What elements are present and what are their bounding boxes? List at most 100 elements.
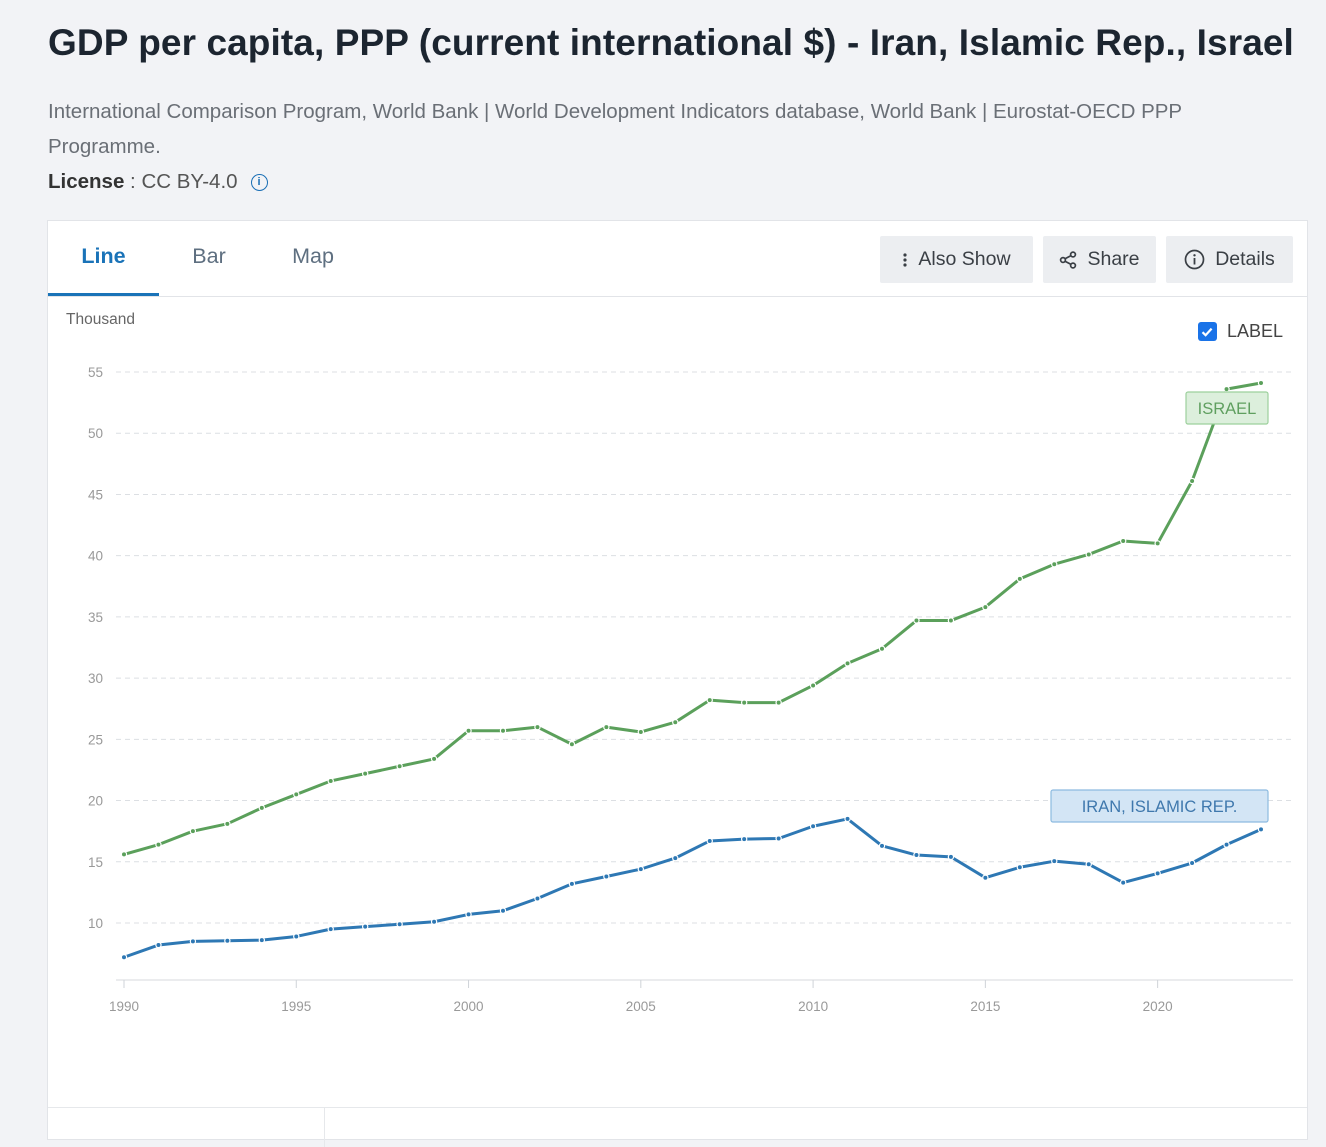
data-point[interactable]	[878, 645, 886, 652]
data-point[interactable]	[1119, 537, 1127, 545]
y-axis-unit: Thousand	[66, 311, 135, 328]
data-point[interactable]	[361, 770, 369, 777]
data-point[interactable]	[293, 791, 300, 798]
y-tick-label: 25	[88, 732, 103, 747]
x-tick-label: 2020	[1143, 999, 1173, 1014]
x-tick-label: 1995	[281, 999, 311, 1014]
data-point[interactable]	[775, 699, 782, 706]
data-point[interactable]	[947, 853, 955, 861]
data-point[interactable]	[499, 907, 507, 914]
series-label-text: IRAN, ISLAMIC REP.	[1082, 798, 1238, 816]
data-point[interactable]	[327, 777, 334, 785]
data-point[interactable]	[534, 895, 541, 902]
data-point[interactable]	[809, 823, 817, 830]
share-label: Share	[1087, 248, 1140, 270]
license-value: CC BY-4.0	[141, 170, 238, 193]
data-point[interactable]	[603, 873, 610, 880]
data-point[interactable]	[982, 874, 989, 881]
data-point[interactable]	[1154, 540, 1161, 547]
details-button[interactable]: Details	[1166, 236, 1293, 283]
label-toggle[interactable]: LABEL	[1197, 321, 1283, 342]
data-point[interactable]	[1188, 477, 1196, 485]
also-show-button[interactable]: Also Show	[880, 236, 1033, 283]
data-point[interactable]	[982, 603, 989, 611]
x-tick-label: 1990	[109, 999, 139, 1014]
data-point[interactable]	[740, 699, 748, 706]
data-point[interactable]	[672, 854, 679, 862]
data-point[interactable]	[1223, 841, 1230, 848]
data-point[interactable]	[568, 880, 576, 888]
series-label: IRAN, ISLAMIC REP.	[1050, 789, 1269, 823]
series-line	[123, 817, 1262, 959]
data-point[interactable]	[1154, 870, 1161, 877]
data-point[interactable]	[499, 727, 507, 734]
data-point[interactable]	[913, 851, 920, 859]
data-point[interactable]	[1016, 864, 1024, 871]
data-point[interactable]	[120, 851, 128, 858]
info-icon[interactable]: i	[250, 173, 268, 191]
data-point[interactable]	[361, 923, 369, 930]
data-point[interactable]	[224, 937, 231, 944]
details-label: Details	[1215, 248, 1275, 270]
data-point[interactable]	[396, 921, 403, 928]
data-point[interactable]	[878, 842, 886, 850]
data-point[interactable]	[706, 696, 713, 704]
data-point[interactable]	[189, 938, 197, 945]
data-point[interactable]	[603, 723, 610, 731]
data-point[interactable]	[396, 763, 403, 770]
x-tick-label: 2015	[970, 999, 1000, 1014]
data-point[interactable]	[1223, 385, 1230, 393]
data-point[interactable]	[637, 865, 645, 873]
data-point[interactable]	[568, 741, 576, 748]
data-point[interactable]	[1257, 379, 1265, 387]
share-button[interactable]: Share	[1043, 236, 1156, 283]
data-point[interactable]	[155, 941, 162, 949]
tab-map[interactable]: Map	[292, 244, 334, 268]
data-point[interactable]	[430, 755, 438, 763]
data-point[interactable]	[1085, 861, 1092, 868]
data-point[interactable]	[534, 723, 541, 731]
data-point[interactable]	[293, 933, 300, 940]
data-point[interactable]	[672, 718, 679, 726]
data-point[interactable]	[706, 837, 713, 845]
data-point[interactable]	[1119, 879, 1127, 886]
y-tick-label: 30	[88, 671, 103, 686]
data-point[interactable]	[120, 954, 128, 961]
x-tick-label: 2005	[626, 999, 656, 1014]
data-point[interactable]	[258, 936, 266, 944]
data-point[interactable]	[844, 660, 851, 667]
license-line: License : CC BY-4.0 i	[48, 170, 268, 194]
data-point[interactable]	[1085, 551, 1092, 558]
data-point[interactable]	[947, 617, 955, 624]
data-point[interactable]	[637, 728, 645, 736]
y-tick-label: 10	[88, 916, 103, 931]
data-point[interactable]	[1016, 575, 1024, 583]
data-point[interactable]	[809, 682, 817, 689]
chart-tabs: Line Bar Map Also Show Share Details	[48, 221, 1307, 297]
data-point[interactable]	[465, 727, 472, 734]
data-sources: International Comparison Program, World …	[48, 100, 1182, 158]
data-point[interactable]	[740, 835, 748, 843]
data-point[interactable]	[1188, 859, 1196, 867]
data-point[interactable]	[430, 918, 438, 925]
data-point[interactable]	[465, 911, 472, 918]
data-point[interactable]	[189, 827, 197, 835]
series-line	[123, 381, 1262, 856]
tab-line[interactable]: Line	[81, 244, 126, 268]
tab-bar[interactable]: Bar	[192, 244, 226, 268]
data-point[interactable]	[224, 820, 231, 828]
data-point[interactable]	[844, 815, 851, 823]
data-point[interactable]	[1051, 857, 1058, 865]
data-point[interactable]	[1257, 826, 1265, 833]
label-checkbox[interactable]	[1197, 322, 1217, 341]
also-show-label: Also Show	[918, 248, 1011, 270]
data-point[interactable]	[775, 835, 782, 842]
data-point[interactable]	[1051, 561, 1058, 568]
data-point[interactable]	[913, 617, 920, 624]
x-tick-label: 2010	[798, 999, 828, 1014]
data-point[interactable]	[155, 841, 162, 848]
data-point[interactable]	[258, 804, 266, 812]
data-point[interactable]	[327, 925, 334, 933]
license-separator: :	[124, 170, 142, 193]
y-tick-label: 55	[88, 365, 103, 380]
